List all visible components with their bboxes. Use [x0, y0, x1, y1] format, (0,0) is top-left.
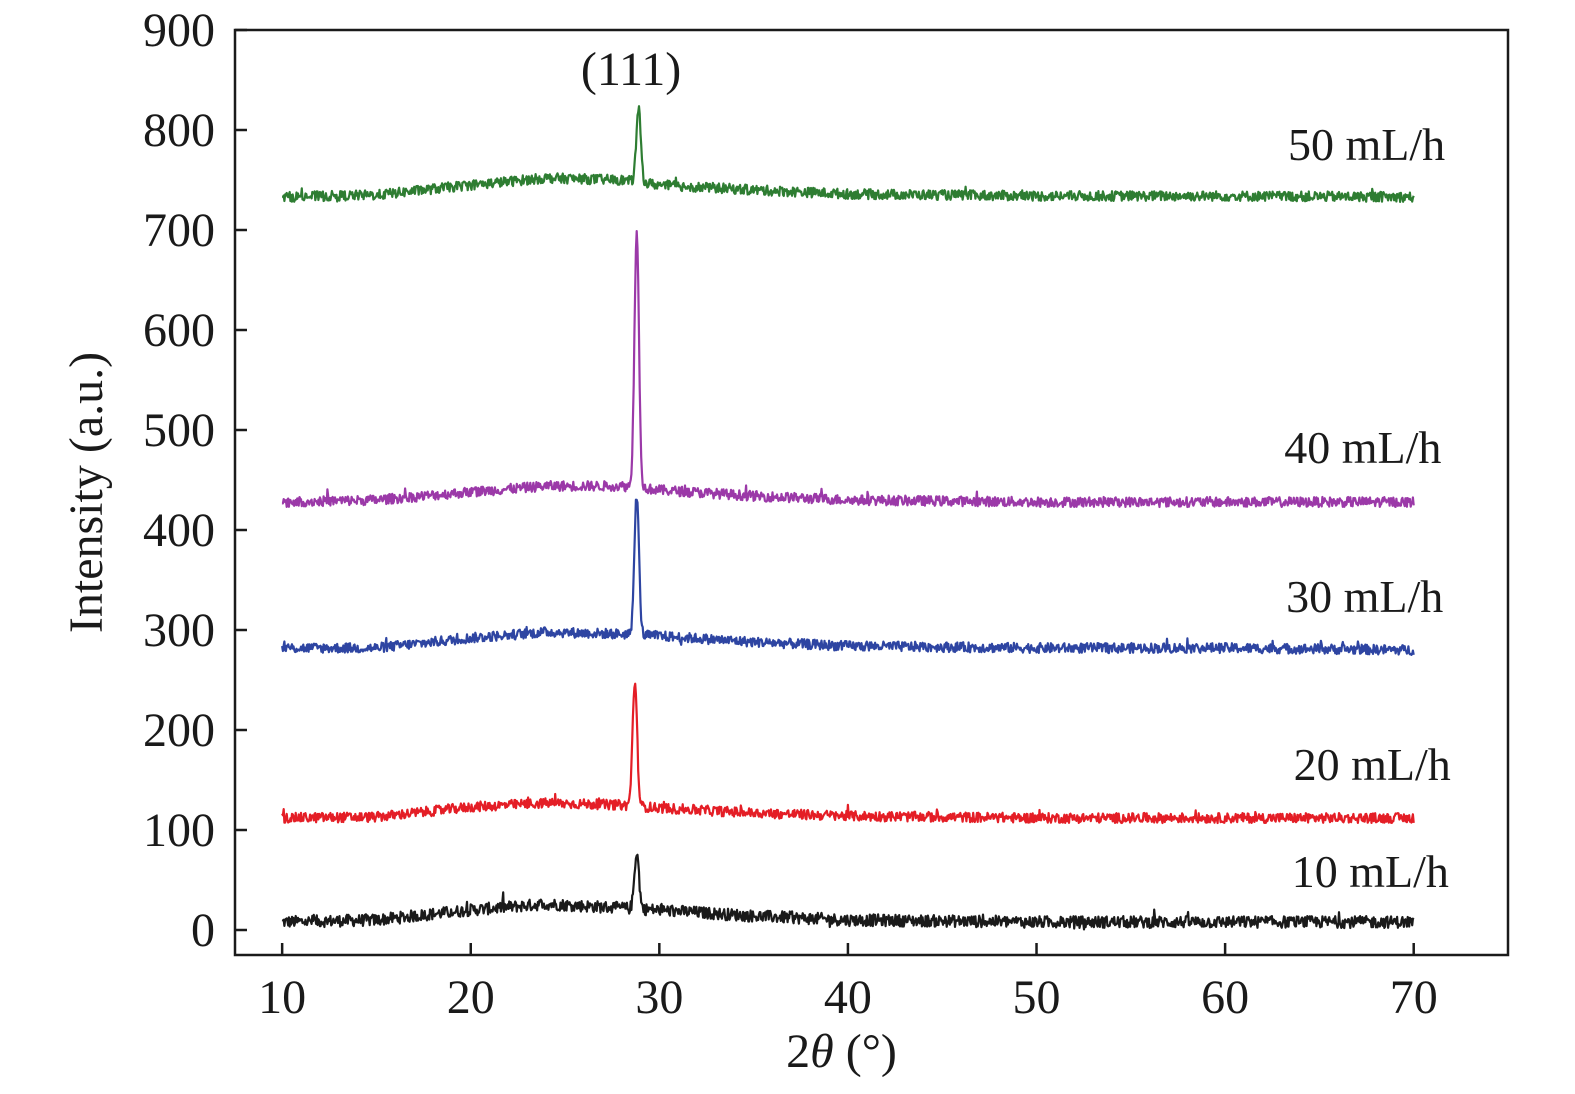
series-line-4	[281, 230, 1415, 509]
series-label-5: 10 mL/h	[1292, 846, 1449, 897]
series-label-2: 40 mL/h	[1284, 422, 1441, 473]
tick-layer: 10 20 30 40 50 60 7001002003004005006007008009…	[143, 4, 1438, 1024]
y-tick-label: 100	[143, 804, 215, 857]
x-tick-label: 40	[824, 971, 872, 1024]
x-axis-title: 2θ (°)	[786, 1025, 897, 1078]
series-label-1: 50 mL/h	[1288, 119, 1445, 170]
y-tick-label: 600	[143, 304, 215, 357]
y-tick-label: 400	[143, 504, 215, 557]
y-tick-label: 200	[143, 704, 215, 757]
y-tick-label: 800	[143, 104, 215, 157]
series-line-1	[281, 853, 1415, 931]
peak-annotation-1: (111)	[581, 43, 681, 96]
plot-frame	[233, 28, 1510, 957]
series-line-5	[281, 105, 1415, 203]
series-line-3	[281, 498, 1415, 656]
series-line-2	[281, 682, 1415, 825]
y-tick-label: 300	[143, 604, 215, 657]
x-tick-label: 70	[1390, 971, 1438, 1024]
x-tick-label: 60	[1201, 971, 1249, 1024]
y-tick-label: 900	[143, 4, 215, 57]
y-tick-label: 700	[143, 204, 215, 257]
x-tick-label: 10	[258, 971, 306, 1024]
y-tick-label: 0	[191, 904, 215, 957]
series-layer	[281, 105, 1415, 931]
series-label-4: 20 mL/h	[1294, 739, 1451, 790]
x-tick-label: 30	[635, 971, 683, 1024]
x-axis-title-prefix: 2	[786, 1025, 810, 1078]
x-tick-label: 20	[447, 971, 495, 1024]
label-layer: 50 mL/h 40 mL/h 30 mL/h 20 mL/h 10 mL/h (111)	[581, 43, 1451, 897]
x-axis-title-symbol: θ	[810, 1025, 834, 1078]
y-tick-label: 500	[143, 404, 215, 457]
x-tick-label: 50	[1013, 971, 1061, 1024]
y-axis-title: Intensity (a.u.)	[60, 352, 113, 633]
series-label-3: 30 mL/h	[1286, 571, 1443, 622]
x-axis-title-suffix: (°)	[834, 1025, 897, 1078]
